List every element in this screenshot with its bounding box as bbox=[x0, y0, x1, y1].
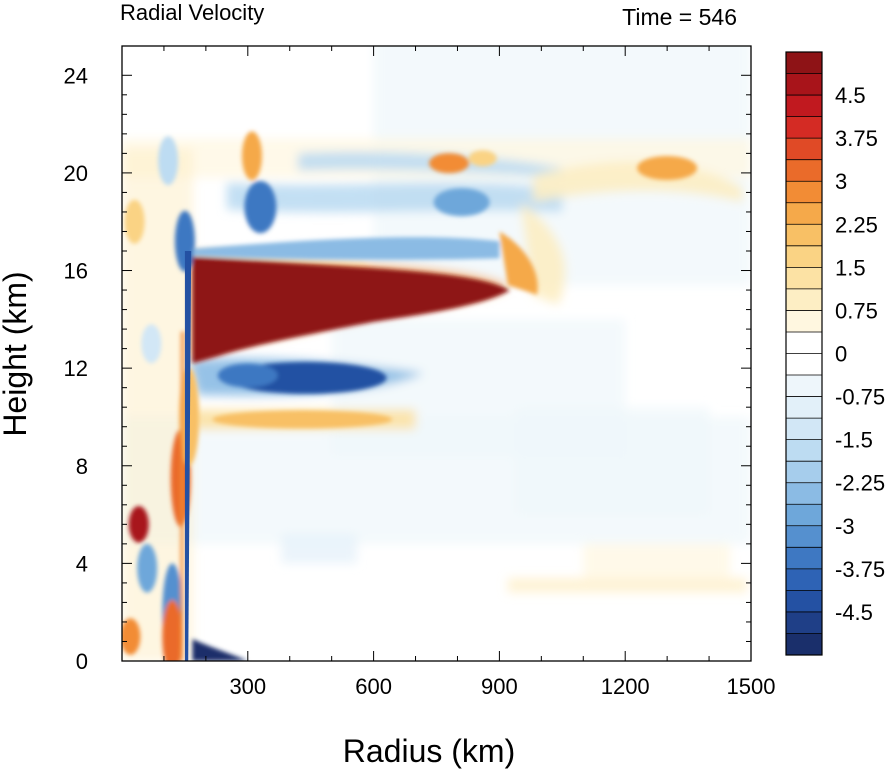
inner-core-cell-1 bbox=[137, 543, 158, 593]
inner-core-cell-4 bbox=[162, 599, 183, 661]
colorbar-segment bbox=[786, 633, 822, 656]
x-tick-label: 1200 bbox=[601, 674, 650, 699]
colorbar-segment bbox=[786, 245, 822, 268]
x-tick-label: 300 bbox=[229, 674, 266, 699]
colorbar-segment bbox=[786, 73, 822, 96]
eyewall-inflow-column bbox=[184, 251, 192, 661]
colorbar-segment bbox=[786, 310, 822, 333]
y-tick-label: 16 bbox=[64, 259, 88, 284]
eyewall-outflow-column bbox=[179, 331, 185, 661]
colorbar-segment bbox=[786, 590, 822, 613]
inner-core-cell-7 bbox=[141, 324, 162, 364]
colorbar-segment bbox=[786, 353, 822, 376]
colorbar-segment bbox=[786, 331, 822, 354]
colorbar-segment bbox=[786, 525, 822, 548]
x-tick-label: 600 bbox=[355, 674, 392, 699]
field-texture-3 bbox=[281, 534, 357, 564]
colorbar-label: 2.25 bbox=[835, 212, 878, 237]
colorbar-label: -1.5 bbox=[835, 428, 873, 453]
inner-core-cell-11 bbox=[122, 618, 141, 655]
colorbar-label: -0.75 bbox=[835, 385, 885, 410]
plot-frame bbox=[121, 45, 752, 662]
colorbar-segment bbox=[786, 52, 822, 74]
colorbar-segment bbox=[786, 396, 822, 419]
colorbar-label: -3 bbox=[835, 514, 855, 539]
field-texture-6 bbox=[331, 319, 626, 456]
chart-title-right: Time = 546 bbox=[622, 4, 737, 30]
y-tick-label: 12 bbox=[64, 356, 88, 381]
colorbar-label: 3.75 bbox=[835, 126, 878, 151]
colorbar bbox=[785, 51, 823, 656]
colorbar-segment bbox=[786, 181, 822, 204]
colorbar-label: 1.5 bbox=[835, 255, 866, 280]
y-tick-labels: 0 4 8 12 16 20 24 bbox=[64, 63, 88, 674]
colorbar-segment bbox=[786, 138, 822, 160]
colorbar-segment bbox=[786, 202, 822, 225]
inner-core-cell-9 bbox=[158, 136, 179, 186]
feature-upper-level-outflow bbox=[192, 257, 510, 364]
feature-top-outflow bbox=[637, 156, 698, 181]
inner-core-cell-6 bbox=[124, 199, 145, 244]
y-tick-label: 8 bbox=[76, 454, 88, 479]
y-axis-label: Height (km) bbox=[0, 271, 33, 436]
x-tick-label: 900 bbox=[481, 674, 518, 699]
field-texture-4 bbox=[507, 578, 747, 593]
colorbar-segment bbox=[786, 95, 822, 117]
colorbar-segment bbox=[786, 568, 822, 591]
feature-secondary-outflow bbox=[212, 410, 393, 429]
feature-upper-inflow-band bbox=[193, 237, 500, 260]
colorbar-segment bbox=[786, 418, 822, 440]
colorbar-segment bbox=[786, 288, 822, 311]
field-texture-5 bbox=[583, 543, 731, 579]
colorbar-segment bbox=[786, 504, 822, 527]
chart-title-left: Radial Velocity bbox=[120, 0, 264, 25]
colorbar-segment bbox=[786, 375, 822, 397]
colorbar-segment bbox=[786, 547, 822, 570]
y-tick-label: 4 bbox=[76, 551, 88, 576]
colorbar-segment bbox=[786, 482, 822, 505]
y-tick-label: 24 bbox=[64, 63, 88, 88]
colorbar-label: -4.5 bbox=[835, 600, 873, 625]
colorbar-label: 4.5 bbox=[835, 83, 866, 108]
colorbar-frame bbox=[785, 51, 823, 656]
colorbar-label: 0 bbox=[835, 342, 847, 367]
colorbar-segment bbox=[786, 439, 822, 462]
y-tick-label: 0 bbox=[76, 649, 88, 674]
colorbar-label: 3 bbox=[835, 169, 847, 194]
axis-ticks bbox=[121, 46, 752, 662]
colorbar-label: -2.25 bbox=[835, 471, 885, 496]
colorbar-segment bbox=[786, 116, 822, 139]
colorbar-segment bbox=[786, 224, 822, 247]
colorbar-label: -3.75 bbox=[835, 557, 885, 582]
colorbar-labels: 4.5 3.75 3 2.25 1.5 0.75 0 -0.75 -1.5 -2.25 -3 -3.7… bbox=[835, 83, 885, 625]
x-axis-label: Radius (km) bbox=[343, 733, 515, 769]
colorbar-label: 0.75 bbox=[835, 298, 878, 323]
velocity-field bbox=[122, 46, 751, 661]
x-tick-label: 1500 bbox=[727, 674, 776, 699]
x-tick-labels: 300 600 900 1200 1500 bbox=[229, 674, 775, 699]
inner-core-cell-0 bbox=[128, 506, 149, 543]
feature-boundary-layer-inflow bbox=[192, 639, 248, 661]
y-tick-label: 20 bbox=[64, 161, 88, 186]
colorbar-segment bbox=[786, 267, 822, 290]
colorbar-segment bbox=[786, 611, 822, 634]
colorbar-segment bbox=[786, 159, 822, 182]
inner-core-cell-10 bbox=[241, 131, 262, 181]
colorbar-segment bbox=[786, 461, 822, 484]
